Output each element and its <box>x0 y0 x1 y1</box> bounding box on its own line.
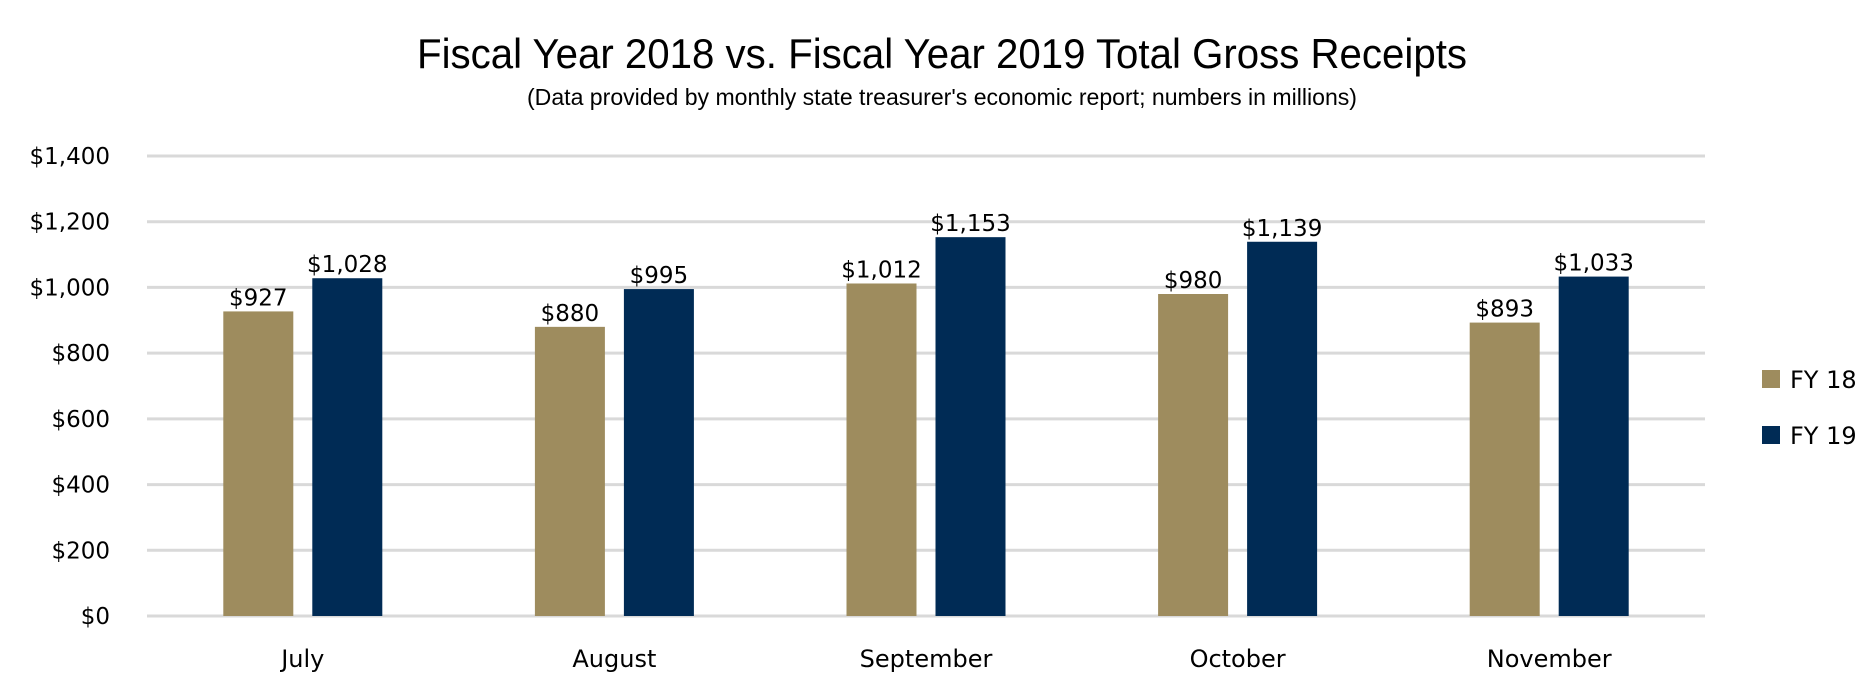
x-tick-label: August <box>572 645 656 673</box>
bar-fy19 <box>623 289 694 616</box>
y-tick-label: $1,200 <box>30 210 110 236</box>
bar-fy19 <box>1558 276 1629 616</box>
x-tick-label: September <box>860 645 993 673</box>
bar-fy19 <box>935 237 1006 616</box>
bar-fy18 <box>846 283 917 616</box>
bar-fy18 <box>1469 322 1540 616</box>
data-label: $1,033 <box>1553 251 1633 277</box>
x-tick-label: October <box>1190 645 1286 673</box>
legend-label: FY 19 <box>1790 422 1857 450</box>
y-tick-label: $0 <box>81 604 110 630</box>
y-tick-label: $1,000 <box>30 275 110 301</box>
data-label: $1,028 <box>307 252 387 278</box>
data-label: $1,139 <box>1242 216 1322 242</box>
x-tick-label: November <box>1487 645 1612 673</box>
data-label: $1,153 <box>930 211 1010 237</box>
data-label: $893 <box>1475 297 1534 323</box>
y-tick-label: $800 <box>51 341 110 367</box>
chart-subtitle: (Data provided by monthly state treasure… <box>527 84 1357 110</box>
data-label: $927 <box>229 285 288 311</box>
bar-fy19 <box>1247 241 1318 616</box>
legend-swatch <box>1762 370 1780 388</box>
y-tick-label: $1,400 <box>30 144 110 170</box>
data-label: $1,012 <box>841 257 921 283</box>
data-label: $995 <box>630 263 689 289</box>
x-tick-label: July <box>279 645 324 673</box>
data-label: $980 <box>1164 268 1223 294</box>
y-tick-label: $200 <box>51 538 110 564</box>
bar-fy18 <box>223 311 294 616</box>
data-label: $880 <box>541 301 600 327</box>
y-tick-label: $400 <box>51 473 110 499</box>
legend-swatch <box>1762 426 1780 444</box>
bar-fy18 <box>534 326 605 616</box>
bar-fy18 <box>1158 294 1229 616</box>
chart-title: Fiscal Year 2018 vs. Fiscal Year 2019 To… <box>417 30 1467 77</box>
legend-label: FY 18 <box>1790 366 1857 394</box>
y-tick-label: $600 <box>51 407 110 433</box>
bar-fy19 <box>312 278 383 616</box>
